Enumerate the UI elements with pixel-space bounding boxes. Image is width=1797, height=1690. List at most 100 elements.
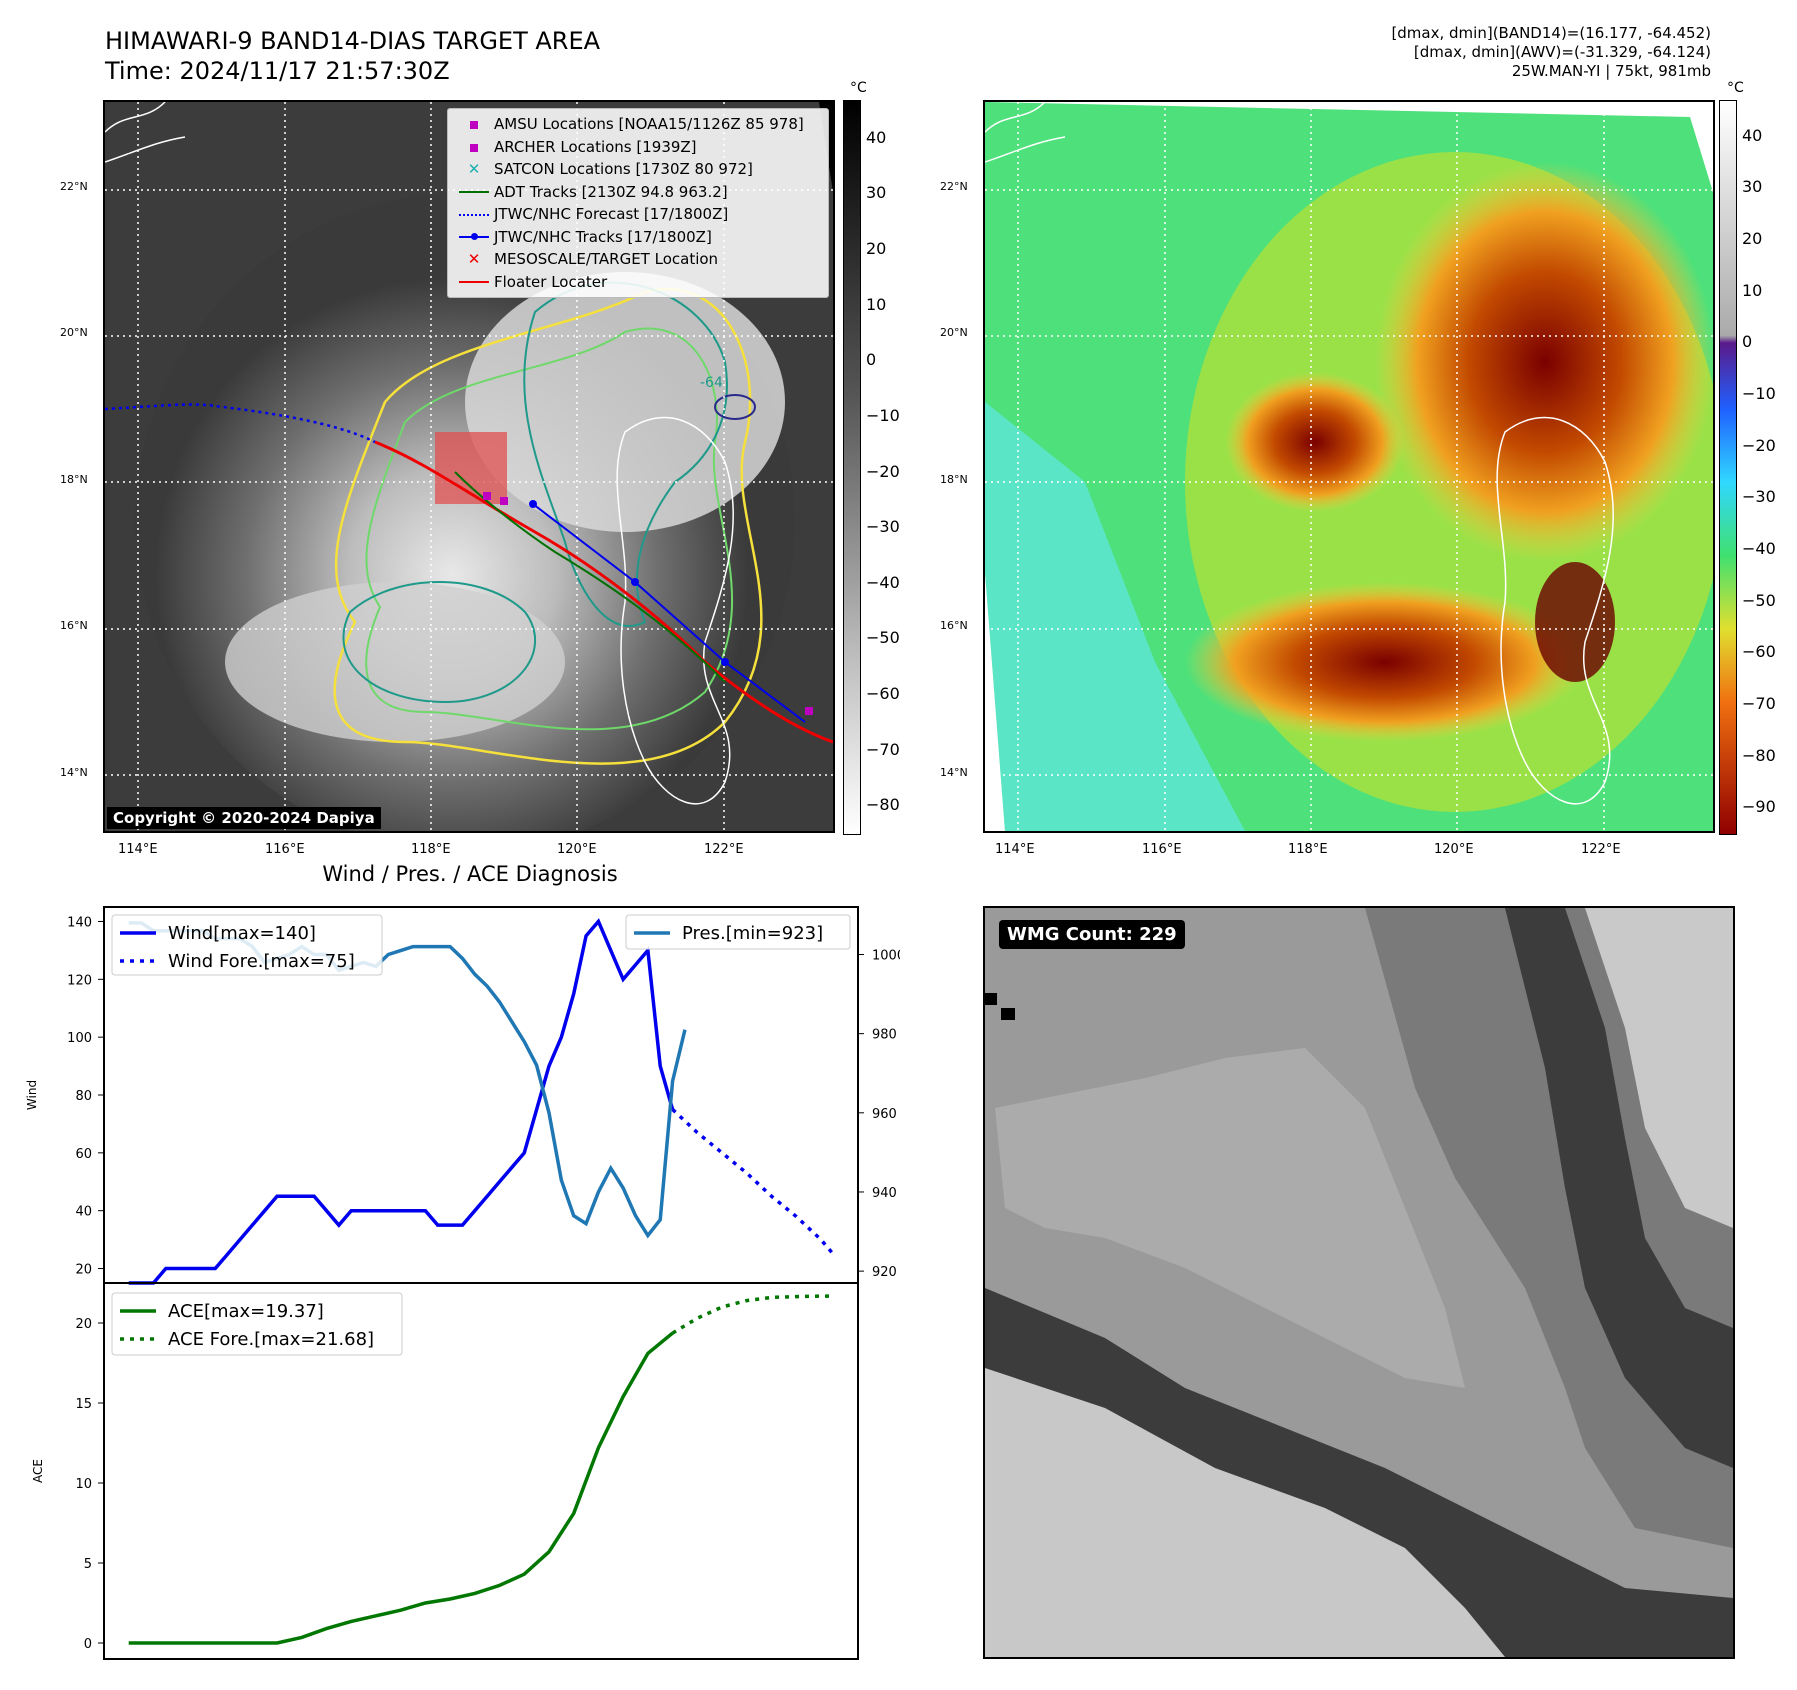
ir-map-right [983,100,1715,833]
colorbar-tick-label: −80 [866,795,900,815]
pressure-tick-label: 1000 [872,948,900,963]
legend-entry: Floater Locater [454,271,824,294]
colorbar-tick-label: −10 [1742,384,1776,404]
wind-tick-label: 100 [67,1031,92,1046]
legend-entry: AMSU Locations [NOAA15/1126Z 85 978] [454,113,824,136]
wind-axis-label: Wind [25,1080,39,1110]
colorbar-tick-label: 0 [866,350,877,370]
meta-line-3: 25W.MAN-YI | 75kt, 981mb [1511,62,1711,80]
legend-items: AMSU Locations [NOAA15/1126Z 85 978] ARCH… [454,113,824,293]
colorbar-tick-label: −60 [1742,642,1776,662]
amsu-location [500,497,508,505]
contour-navy [714,394,756,420]
map-left-cloud-north [465,272,785,532]
map-left-legend: AMSU Locations [NOAA15/1126Z 85 978] ARCH… [447,108,829,298]
ace-legend-box [111,1292,403,1356]
ir-map-left: -64 Copyright © 2020-2024 Dapiya AMSU Lo… [103,100,835,833]
colorbar-tick-label: −20 [866,461,900,481]
legend-label: SATCON Locations [1730Z 80 972] [494,160,753,178]
map-right-hot-north [1375,162,1713,562]
wind-tick-label: 120 [67,973,92,988]
colorbar-tick-label: 20 [866,239,887,259]
wind-tick-label: 60 [75,1147,92,1162]
legend-symbol [454,271,494,294]
diagnosis-chart: 204060801001201409209409609801000WindPre… [25,906,900,1660]
contour-label: -64 [700,375,723,391]
intensity-meta: [dmax, dmin](BAND14)=(16.177, -64.452) [… [1391,24,1711,81]
legend-label: AMSU Locations [NOAA15/1126Z 85 978] [494,115,804,133]
series-line-wind-fore- [671,1108,835,1256]
colorbar-tick-label: 40 [1742,125,1763,145]
legend-label: ADT Tracks [2130Z 94.8 963.2] [494,182,728,201]
jtwc-forecast-track [105,403,376,444]
wmg-count-badge: WMG Count: 229 [999,920,1185,949]
map-left-cloud-south [225,582,565,742]
wind-tick-label: 80 [75,1089,92,1104]
lat-label: 16°N [60,619,88,632]
map-right-graticule [985,102,1713,831]
pressure-legend-box [625,914,851,950]
legend-symbol [454,203,494,226]
wmg-dark-pixel [985,993,997,1005]
lat-label: 14°N [60,766,88,779]
colorbar-tick-label: 40 [866,127,887,147]
series-line-wind [128,918,675,1285]
ace-tick-label: 15 [75,1397,92,1412]
colorbar-right-unit: °C [1727,80,1744,96]
wind-tick-label: 20 [75,1263,92,1278]
lon-label: 118°E [1288,842,1328,857]
coastline-china [105,102,186,163]
meta-line-1: [dmax, dmin](BAND14)=(16.177, -64.452) [1391,24,1711,42]
wmg-svg [985,908,1733,1657]
ir-map-right-svg [985,102,1713,831]
lon-label: 122°E [1581,842,1621,857]
colorbar-tick-label: −90 [1742,797,1776,817]
title-line-1: HIMAWARI-9 BAND14-DIAS TARGET AREA [105,27,601,55]
ace-tick-label: 20 [75,1317,92,1332]
jtwc-best-track [532,503,806,723]
legend-entry: ✕ SATCON Locations [1730Z 80 972] [454,158,824,181]
lat-label: 18°N [940,473,968,486]
map-right-cool-west [985,402,1245,831]
ace-fore-legend-label: ACE Fore.[max=21.68] [168,1329,374,1350]
wind-legend-box [111,914,383,976]
colorbar-tick-label: −30 [1742,487,1776,507]
colorbar-tick-label: −30 [866,517,900,537]
colorbar-tick-label: −70 [866,739,900,759]
pressure-tick-label: 920 [872,1265,897,1280]
colorbar-tick-label: −10 [866,405,900,425]
coastline-china-right [985,102,1066,163]
legend-entry: JTWC/NHC Tracks [17/1800Z] [454,226,824,249]
legend-entry: ADT Tracks [2130Z 94.8 963.2] [454,181,824,204]
target-area-box [435,432,507,504]
colorbar-tick-label: 10 [866,294,887,314]
colorbar-tick-label: −50 [866,628,900,648]
map-right-hot-west [1225,372,1405,512]
ace-axis-label: ACE [31,1459,45,1483]
pressure-tick-label: 960 [872,1107,897,1122]
figure-title: HIMAWARI-9 BAND14-DIAS TARGET AREA Time:… [105,26,600,86]
pressure-legend-label: Pres.[min=923] [682,923,823,944]
floater-locater-track [374,440,833,744]
wmg-region-white [985,1368,1505,1657]
title-line-2: Time: 2024/11/17 21:57:30Z [105,57,450,85]
meta-line-2: [dmax, dmin](AWV)=(-31.329, -64.124) [1413,43,1711,61]
series-line-ace-fore- [671,1294,834,1335]
wmg-region-lighter [995,1048,1465,1388]
colorbar-tick-label: −50 [1742,590,1776,610]
pressure-tick-label: 980 [872,1028,897,1043]
legend-label: Floater Locater [494,272,608,291]
series-line-ace [128,1331,674,1645]
lat-label: 20°N [940,326,968,339]
legend-label: MESOSCALE/TARGET Location [494,250,719,268]
lon-label: 114°E [118,842,158,857]
colorbar-tick-label: −60 [866,683,900,703]
jtwc-track-point [529,500,537,508]
lat-label: 22°N [60,180,88,193]
wmg-region-dark [1505,908,1733,1468]
map-right-hot-south [1185,582,1585,742]
ace-tick-label: 10 [75,1477,92,1492]
lat-label: 18°N [60,473,88,486]
wind-fore-legend-label: Wind Fore.[max=75] [168,951,355,972]
colorbar-tick-label: −40 [1742,538,1776,558]
